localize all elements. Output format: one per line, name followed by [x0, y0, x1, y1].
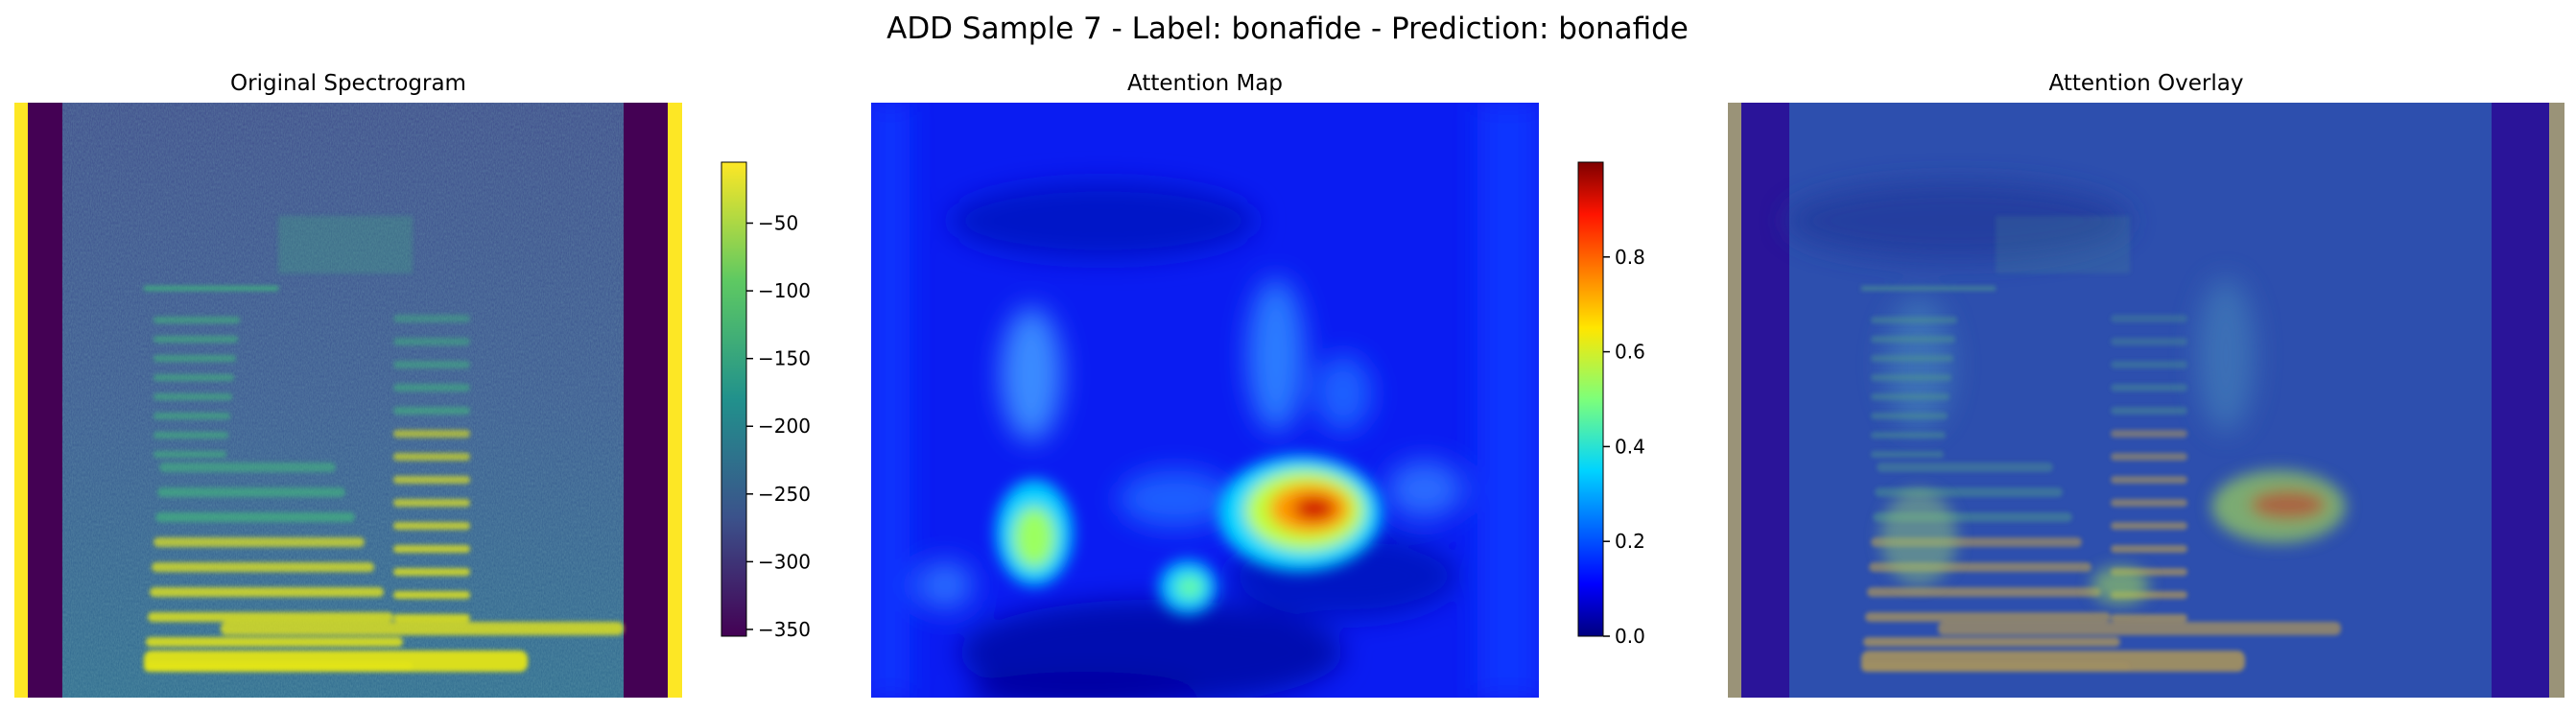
- harmonic-band: [155, 512, 355, 522]
- harmonic-band: [278, 216, 413, 273]
- harmonic-band: [2111, 499, 2187, 507]
- colorbar-viridis: [721, 161, 747, 637]
- harmonic-band: [2111, 545, 2187, 553]
- jet-tick-label: 0.0: [1615, 625, 1645, 648]
- harmonic-band: [2111, 430, 2187, 438]
- harmonic-band: [1871, 374, 1951, 381]
- harmonic-band: [2111, 407, 2187, 415]
- spectrogram-harmonics: [144, 216, 624, 672]
- panel-title-spectrogram: Original Spectrogram: [230, 71, 466, 96]
- harmonic-band: [2111, 614, 2187, 622]
- harmonic-band: [1871, 393, 1950, 400]
- harmonic-band: [144, 651, 528, 672]
- harmonic-band: [221, 622, 624, 635]
- harmonic-band: [152, 562, 374, 572]
- harmonic-band: [2111, 522, 2187, 530]
- harmonic-band: [154, 451, 226, 458]
- figure-title: ADD Sample 7 - Label: bonafide - Predict…: [886, 12, 1689, 46]
- overlay-harmonics: [1861, 216, 2341, 672]
- attention-map-image: [871, 103, 1539, 698]
- harmonic-band: [393, 476, 470, 484]
- harmonic-band: [1871, 451, 1944, 458]
- jet-tick-label: 0.8: [1615, 246, 1645, 269]
- harmonic-band: [1871, 317, 1957, 323]
- colorbar-jet: [1577, 161, 1604, 637]
- harmonic-band: [393, 453, 470, 461]
- harmonic-band: [393, 384, 470, 392]
- harmonic-band: [1867, 587, 2101, 597]
- colorbar-viridis-ticks: −50 −100 −150 −200 −250 −300 −350: [746, 212, 811, 641]
- harmonic-band: [146, 637, 403, 647]
- harmonic-band: [154, 336, 238, 343]
- harmonic-band: [1865, 612, 2111, 622]
- harmonic-band: [154, 432, 228, 439]
- harmonic-band: [393, 568, 470, 576]
- harmonic-band: [393, 407, 470, 415]
- viridis-tick-label: −50: [758, 212, 798, 235]
- harmonic-band: [393, 361, 470, 368]
- harmonic-band: [1871, 413, 1948, 419]
- harmonic-band: [157, 487, 345, 497]
- harmonic-band: [2111, 453, 2187, 461]
- attention-overlay-image: [1728, 103, 2564, 698]
- harmonic-band: [1938, 622, 2341, 635]
- harmonic-band: [154, 537, 365, 547]
- harmonic-band: [144, 286, 278, 291]
- harmonic-band: [393, 315, 470, 322]
- harmonic-band: [393, 499, 470, 507]
- viridis-tick-label: −100: [758, 279, 811, 302]
- harmonic-band: [1861, 651, 2245, 672]
- panel-title-attention-map: Attention Map: [1127, 71, 1283, 96]
- viridis-tick-label: −200: [758, 415, 811, 438]
- harmonic-band: [1996, 216, 2130, 273]
- harmonic-band: [393, 591, 470, 599]
- harmonic-band: [154, 393, 232, 400]
- harmonic-band: [1863, 637, 2120, 647]
- harmonic-band: [393, 545, 470, 553]
- viridis-tick-label: −350: [758, 618, 811, 641]
- harmonic-band: [1871, 432, 1946, 439]
- jet-tick-label: 0.2: [1615, 530, 1645, 553]
- viridis-tick-label: −150: [758, 347, 811, 370]
- harmonic-band: [154, 355, 236, 362]
- viridis-tick-label: −300: [758, 550, 811, 573]
- harmonic-band: [154, 413, 230, 419]
- jet-tick-label: 0.4: [1615, 435, 1645, 458]
- harmonic-band: [393, 338, 470, 345]
- panel-title-attention-overlay: Attention Overlay: [2049, 71, 2244, 96]
- viridis-tick-label: −250: [758, 483, 811, 506]
- harmonic-band: [1877, 463, 2053, 472]
- harmonic-band: [2111, 476, 2187, 484]
- harmonic-band: [159, 463, 336, 472]
- harmonic-band: [1871, 336, 1955, 343]
- harmonic-band: [2111, 315, 2187, 322]
- spectrogram-image: [14, 103, 682, 698]
- colorbar-jet-ticks: 0.0 0.2 0.4 0.6 0.8: [1603, 246, 1645, 648]
- harmonic-band: [154, 374, 234, 381]
- harmonic-band: [393, 522, 470, 530]
- harmonic-band: [154, 317, 240, 323]
- harmonic-band: [393, 430, 470, 438]
- harmonic-band: [2111, 361, 2187, 368]
- harmonic-band: [150, 587, 384, 597]
- harmonic-band: [2111, 338, 2187, 345]
- harmonic-band: [393, 614, 470, 622]
- jet-tick-label: 0.6: [1615, 341, 1645, 364]
- harmonic-band: [1861, 286, 1996, 291]
- harmonic-band: [1871, 355, 1953, 362]
- harmonic-band: [148, 612, 393, 622]
- harmonic-band: [2111, 384, 2187, 392]
